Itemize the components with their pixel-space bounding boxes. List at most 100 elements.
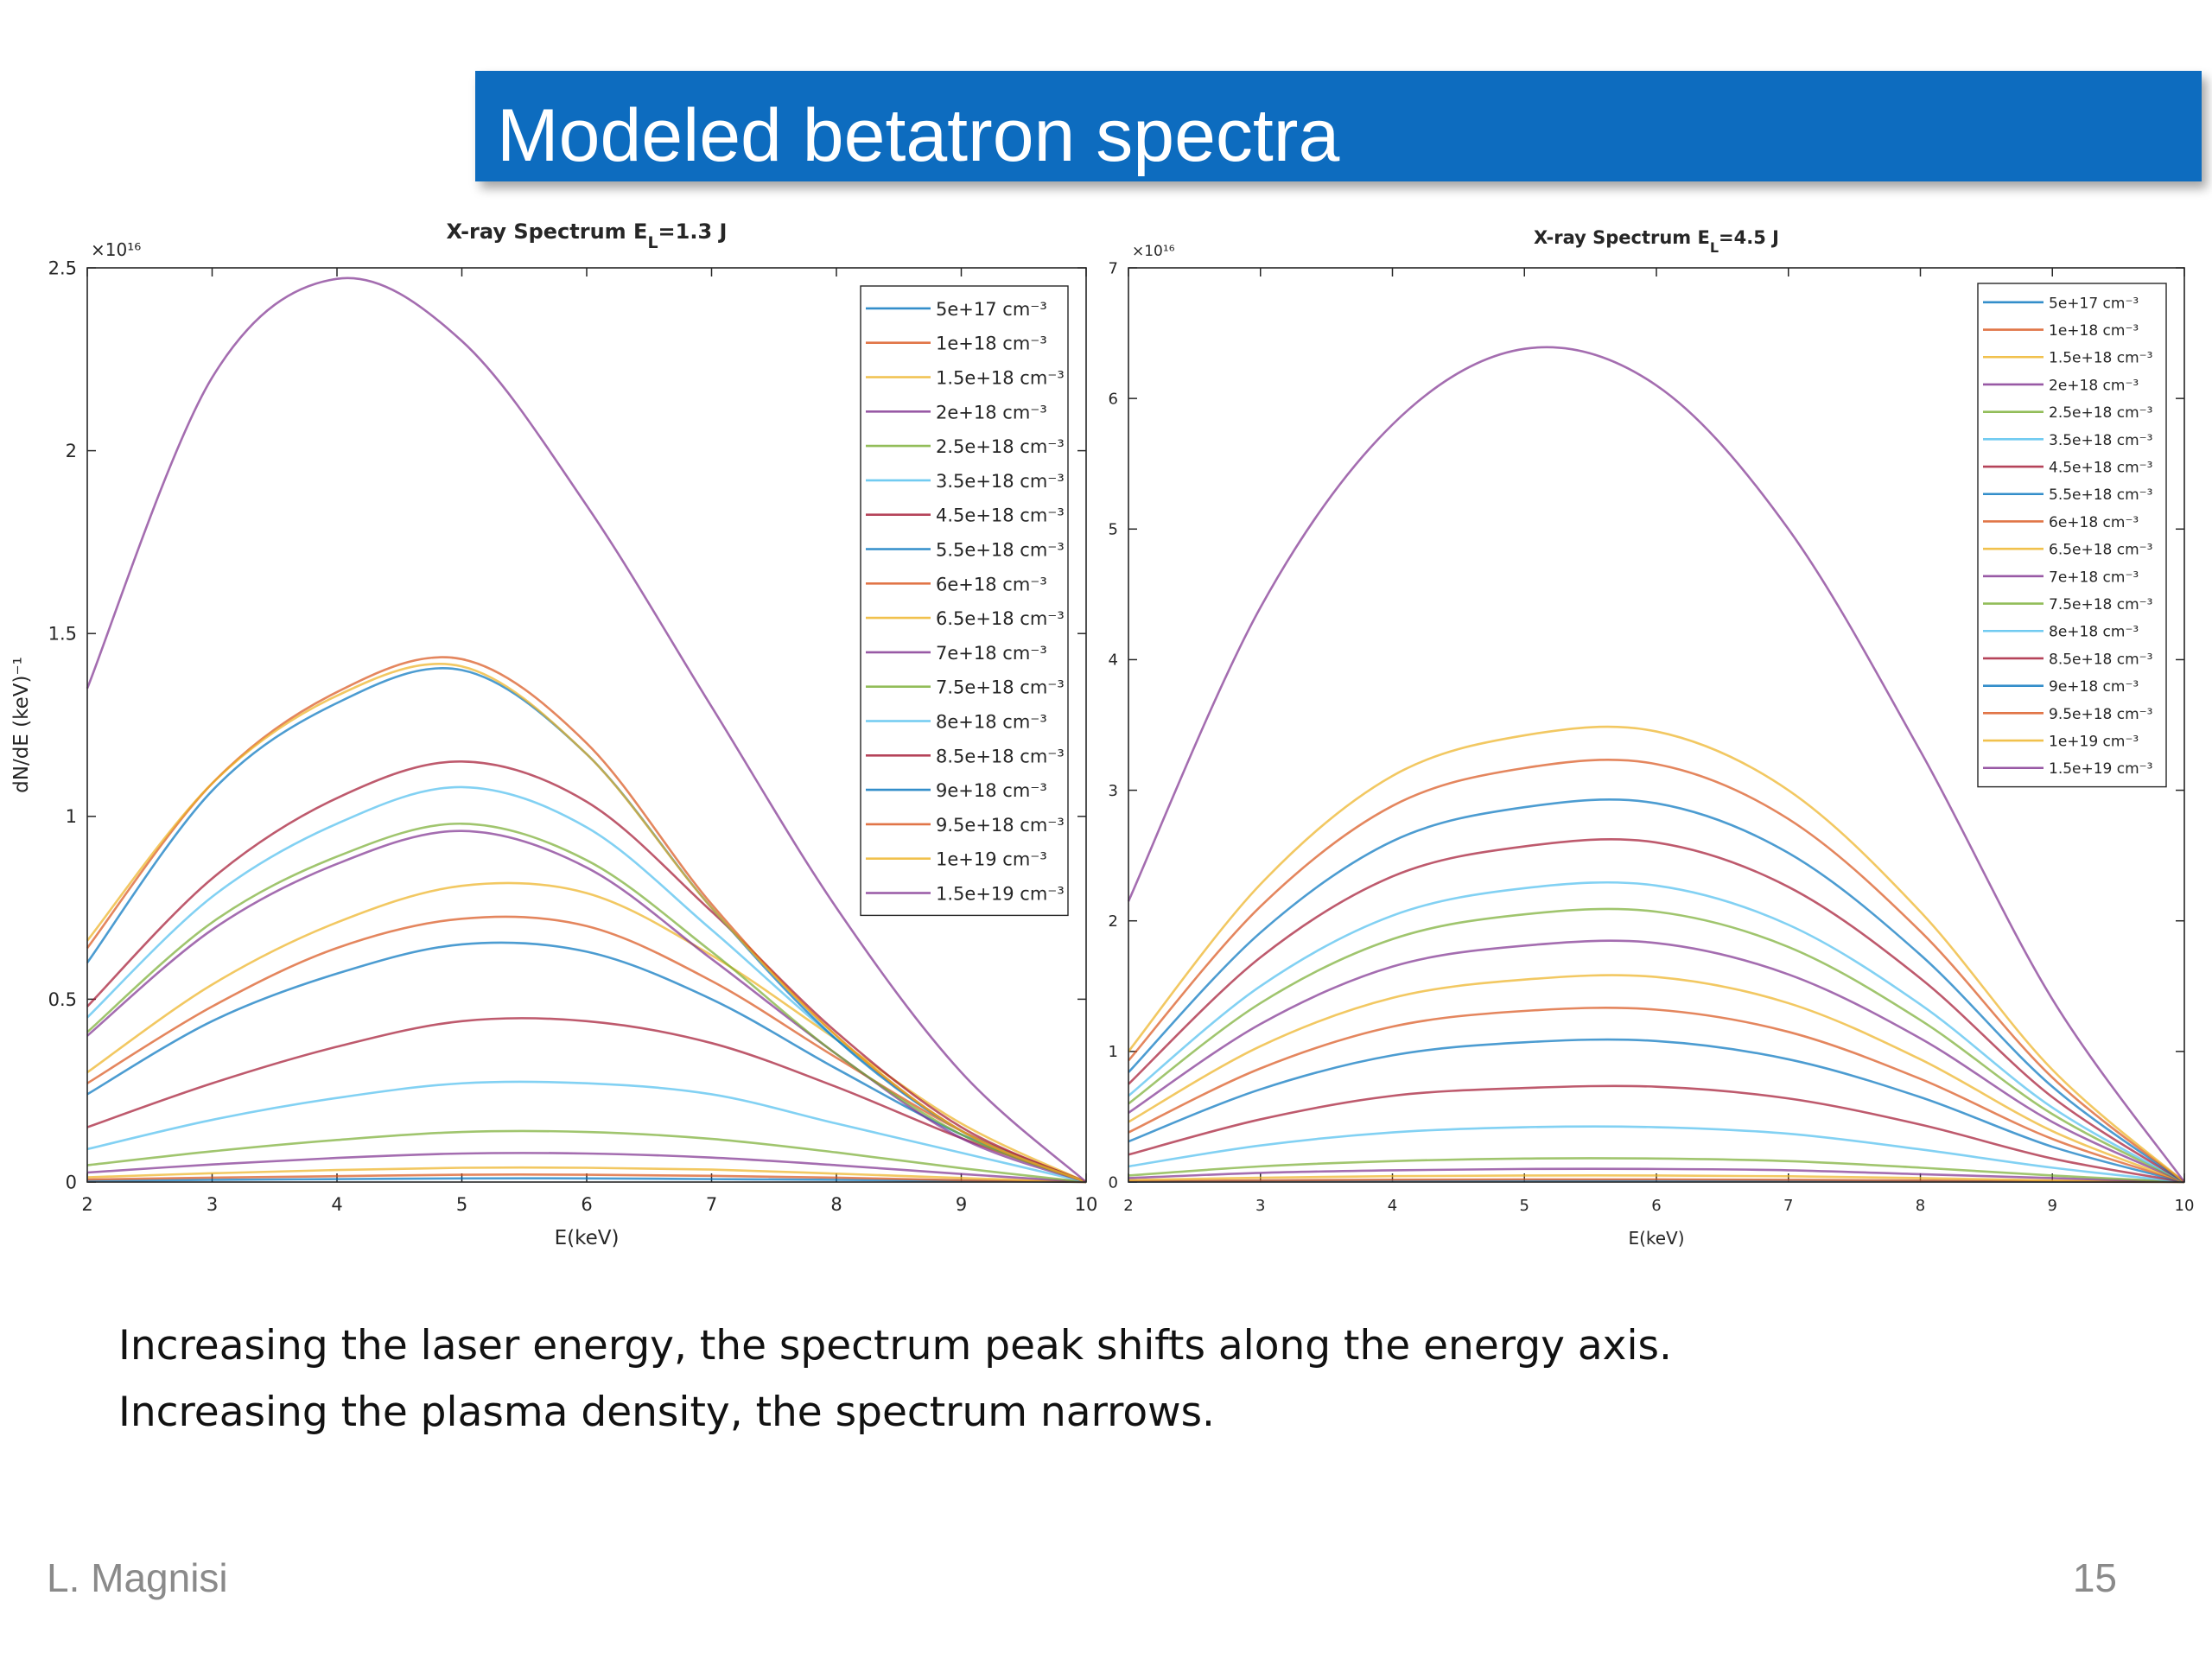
data-line	[1128, 1038, 2185, 1184]
legend-label: 6.5e+18 cm⁻³	[2049, 542, 2152, 559]
data-line	[86, 822, 1087, 1184]
y-tick-label: 2	[1109, 912, 1118, 931]
legend-label: 8e+18 cm⁻³	[936, 711, 1047, 732]
axes-box	[1128, 267, 2185, 1183]
data-line	[1128, 907, 2185, 1184]
legend-label: 8.5e+18 cm⁻³	[936, 746, 1065, 766]
x-tick-label: 4	[1388, 1197, 1397, 1215]
y-tick-label: 6	[1109, 390, 1118, 408]
chart: X-ray Spectrum EL=1.3 J ×10¹⁶ 0 0.5 1 1.5 2 2.5…	[10, 219, 1097, 1249]
data-line	[86, 276, 1087, 1183]
legend-label: 5e+17 cm⁻³	[936, 299, 1047, 320]
data-line	[1127, 346, 2186, 1183]
legend-label: 2e+18 cm⁻³	[2049, 377, 2139, 394]
legend-label: 4.5e+18 cm⁻³	[2049, 460, 2152, 477]
y-tick-label: 1.5	[48, 624, 77, 645]
data-line	[1128, 1157, 2185, 1184]
x-tick-label: 10	[2175, 1197, 2195, 1215]
x-tick-label: 7	[706, 1194, 717, 1215]
legend-label: 7e+18 cm⁻³	[2049, 569, 2139, 586]
data-line	[1127, 725, 2185, 1183]
y-axis-label: dN/dE (keV)⁻¹	[10, 657, 33, 793]
x-axis-label: E(keV)	[1628, 1228, 1684, 1249]
legend-label: 2e+18 cm⁻³	[936, 402, 1047, 423]
legend-label: 1.5e+19 cm⁻³	[2049, 760, 2152, 778]
y-tick-label: 3	[1109, 782, 1118, 800]
y-multiplier: ×10¹⁶	[1132, 243, 1175, 260]
legend-label: 8e+18 cm⁻³	[2049, 624, 2139, 641]
legend-label: 7.5e+18 cm⁻³	[936, 677, 1065, 698]
axes-box	[86, 267, 1087, 1183]
data-line	[1128, 759, 2185, 1184]
data-line	[1128, 1178, 2185, 1184]
x-tick-label: 2	[81, 1194, 92, 1215]
data-line	[1128, 838, 2185, 1184]
data-line	[86, 1017, 1087, 1184]
x-tick-label: 2	[1123, 1197, 1133, 1215]
legend-label: 7.5e+18 cm⁻³	[2049, 596, 2152, 613]
legend-label: 9e+18 cm⁻³	[2049, 678, 2139, 696]
legend-label: 9e+18 cm⁻³	[936, 780, 1047, 801]
legend-label: 6e+18 cm⁻³	[2049, 514, 2139, 531]
title-part: =1.3 J	[658, 219, 728, 244]
data-line	[86, 663, 1087, 1184]
legend-label: 5.5e+18 cm⁻³	[2049, 486, 2152, 504]
legend-label: 1.5e+18 cm⁻³	[2049, 350, 2152, 367]
data-line	[1128, 1125, 2185, 1184]
x-tick-label: 8	[1916, 1197, 1925, 1215]
body-text: Increasing the plasma density, the spect…	[118, 1389, 1215, 1436]
legend-label: 6.5e+18 cm⁻³	[936, 608, 1065, 629]
data-line	[86, 1173, 1087, 1184]
x-tick-label: 9	[2048, 1197, 2057, 1215]
y-tick-label: 0	[1109, 1173, 1118, 1192]
data-line	[1128, 1084, 2185, 1184]
legend-label: 3.5e+18 cm⁻³	[2049, 432, 2152, 449]
legend-label: 9.5e+18 cm⁻³	[2049, 706, 2152, 723]
x-tick-label: 9	[956, 1194, 967, 1215]
legend-label: 1e+18 cm⁻³	[2049, 322, 2139, 340]
data-line	[86, 1177, 1087, 1184]
chart-title: X-ray Spectrum EL=1.3 J	[447, 219, 728, 252]
data-line	[1128, 1174, 2185, 1184]
legend-label: 4.5e+18 cm⁻³	[936, 505, 1065, 526]
data-line	[86, 915, 1087, 1184]
x-tick-label: 4	[331, 1194, 342, 1215]
chart: X-ray Spectrum EL=4.5 J ×10¹⁶ 0 1 2 3 4 5 6 7 2 3 4 5…	[1109, 227, 2195, 1249]
header-bar	[475, 71, 2202, 181]
data-line	[1128, 880, 2185, 1184]
title-part: L	[1710, 239, 1719, 256]
legend-label: 5e+17 cm⁻³	[2049, 295, 2139, 312]
legend-label: 8.5e+18 cm⁻³	[2049, 651, 2152, 668]
y-tick-label: 2.5	[48, 257, 77, 278]
legend-label: 1e+18 cm⁻³	[936, 334, 1047, 354]
x-tick-label: 5	[1520, 1197, 1529, 1215]
legend-label: 1.5e+18 cm⁻³	[936, 367, 1065, 388]
x-axis-label: E(keV)	[555, 1227, 620, 1249]
y-tick-label: 7	[1109, 259, 1118, 277]
y-tick-label: 5	[1109, 521, 1118, 539]
x-tick-label: 5	[456, 1194, 467, 1215]
data-line	[86, 881, 1087, 1184]
data-line	[86, 1129, 1087, 1184]
title-part: L	[647, 233, 658, 252]
title-part: X-ray Spectrum E	[1534, 227, 1710, 248]
page-number: 15	[2073, 1555, 2117, 1600]
data-line	[1128, 1007, 2185, 1184]
legend-label: 2.5e+18 cm⁻³	[2049, 404, 2152, 422]
legend-label: 2.5e+18 cm⁻³	[936, 436, 1065, 457]
x-tick-label: 10	[1075, 1194, 1098, 1215]
legend-label: 6e+18 cm⁻³	[936, 574, 1047, 594]
y-tick-label: 0	[66, 1172, 77, 1192]
data-line	[1128, 798, 2185, 1184]
x-tick-label: 6	[1651, 1197, 1661, 1215]
data-line	[1128, 1167, 2185, 1184]
legend-label: 1.5e+19 cm⁻³	[936, 883, 1065, 904]
x-tick-label: 8	[830, 1194, 842, 1215]
x-tick-label: 7	[1783, 1197, 1793, 1215]
legend-label: 7e+18 cm⁻³	[936, 643, 1047, 664]
title-part: X-ray Spectrum E	[447, 219, 648, 244]
legend-box	[1977, 283, 2167, 788]
data-line	[1128, 939, 2185, 1184]
